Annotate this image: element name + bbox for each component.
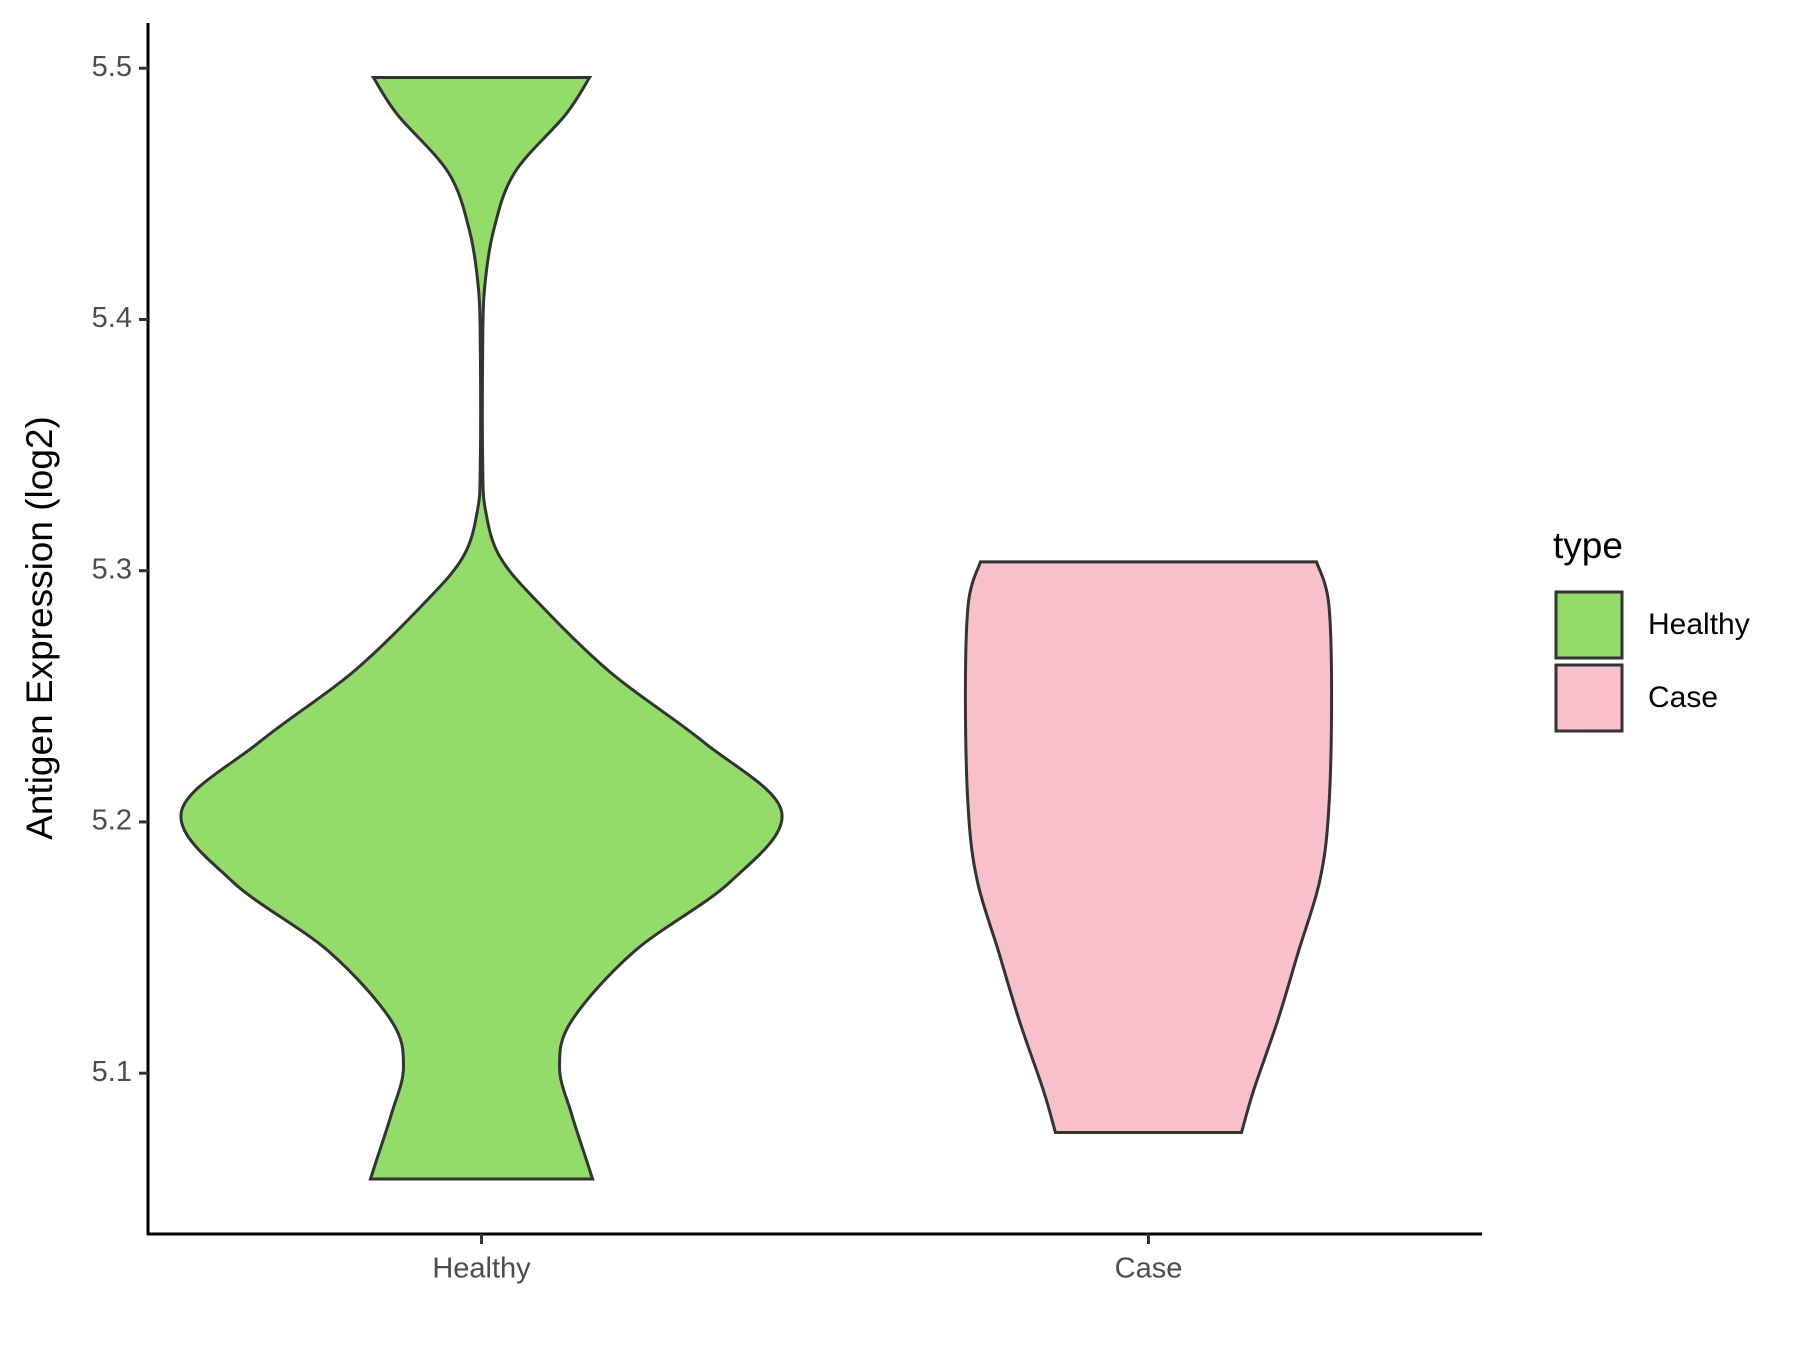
violin: [179, 76, 784, 1181]
y-tick-label: 5.2: [92, 805, 132, 837]
y-tick-label: 5.3: [92, 553, 132, 585]
legend-label: Case: [1648, 681, 1718, 714]
y-tick-label: 5.5: [92, 51, 132, 83]
violin: [963, 560, 1334, 1134]
legend-swatch: [1554, 590, 1624, 660]
x-tick-label: Case: [1115, 1253, 1183, 1285]
legend-swatch: [1554, 663, 1624, 733]
legend-label: Healthy: [1648, 608, 1750, 641]
legend-title: type: [1553, 525, 1623, 566]
y-tick-label: 5.1: [92, 1056, 132, 1088]
x-tick-label: Healthy: [432, 1253, 531, 1285]
y-axis-title: Antigen Expression (log2): [19, 416, 60, 840]
y-tick-label: 5.4: [92, 302, 132, 334]
